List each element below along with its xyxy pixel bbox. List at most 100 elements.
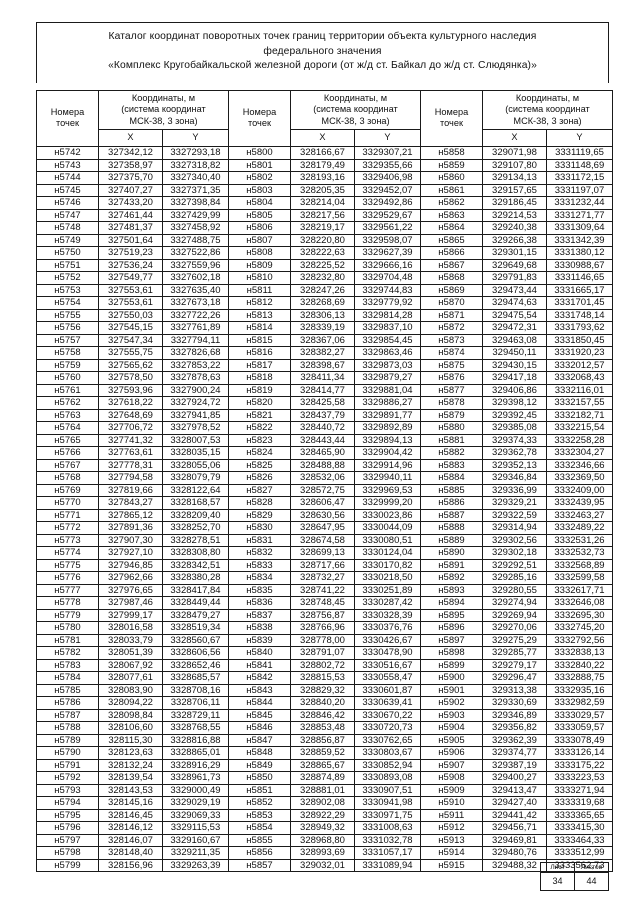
point-number: н5893 <box>420 583 483 597</box>
coordinate-x: 327962,66 <box>98 571 163 585</box>
coordinate-y: 3332646,08 <box>546 596 613 610</box>
header-coordinates-2: Координаты, м (система координат МСК-38,… <box>290 89 421 131</box>
table-row: н5795 328146,45 3329069,33 н5853 328922,29 33… <box>36 808 613 822</box>
coordinate-x: 328532,06 <box>290 471 355 485</box>
point-number: н5747 <box>36 208 99 222</box>
coordinate-y: 3328708,16 <box>162 683 229 697</box>
coordinate-y: 3332617,71 <box>546 583 613 597</box>
coordinate-x: 328205,35 <box>290 183 355 197</box>
point-number: н5863 <box>420 208 483 222</box>
coordinate-y: 3327340,40 <box>162 171 229 185</box>
coordinate-y: 3332838,13 <box>546 646 613 660</box>
table-row: н5775 327946,85 3328342,51 н5833 328717,66 33… <box>36 558 613 572</box>
point-number: н5835 <box>228 583 291 597</box>
point-number: н5749 <box>36 233 99 247</box>
coordinate-y: 3327924,72 <box>162 396 229 410</box>
coordinates-table: Номера точек Координаты, м (система коор… <box>36 89 613 872</box>
point-number: н5879 <box>420 408 483 422</box>
point-number: н5813 <box>228 308 291 322</box>
point-number: н5875 <box>420 358 483 372</box>
coordinate-x: 328606,47 <box>290 496 355 510</box>
coordinate-y: 3328308,80 <box>162 546 229 560</box>
coordinate-x: 329302,18 <box>482 546 547 560</box>
point-number: н5838 <box>228 621 291 635</box>
coordinate-x: 327501,64 <box>98 233 163 247</box>
point-number: н5783 <box>36 658 99 672</box>
coordinate-y: 3333464,33 <box>546 833 613 847</box>
point-number: н5901 <box>420 683 483 697</box>
table-row: н5790 328123,63 3328865,01 н5848 328859,52 33… <box>36 746 613 760</box>
coordinate-y: 3328519,34 <box>162 621 229 635</box>
coordinate-y: 3332369,50 <box>546 471 613 485</box>
table-row: н5789 328115,30 3328816,88 н5847 328856,87 33… <box>36 733 613 747</box>
coordinate-x: 329279,17 <box>482 658 547 672</box>
coordinate-x: 328791,07 <box>290 646 355 660</box>
coordinate-y: 3331172,15 <box>546 171 613 185</box>
point-number: н5765 <box>36 433 99 447</box>
table-row: н5751 327536,24 3327559,96 н5809 328225,52 33… <box>36 258 613 272</box>
point-number: н5820 <box>228 396 291 410</box>
coordinate-x: 328098,84 <box>98 708 163 722</box>
coordinate-x: 328778,00 <box>290 633 355 647</box>
coordinate-y: 3329211,35 <box>162 846 229 860</box>
coordinate-y: 3329940,11 <box>354 471 421 485</box>
coordinate-y: 3332531,26 <box>546 533 613 547</box>
point-number: н5882 <box>420 446 483 460</box>
coordinate-y: 3329744,83 <box>354 283 421 297</box>
point-number: н5793 <box>36 783 99 797</box>
coordinate-x: 328411,34 <box>290 371 355 385</box>
table-row: н5760 327578,50 3327878,63 н5818 328411,34 33… <box>36 371 613 385</box>
coordinate-x: 329413,47 <box>482 783 547 797</box>
coordinate-y: 3329115,53 <box>162 821 229 835</box>
point-number: н5913 <box>420 833 483 847</box>
coordinate-y: 3329999,20 <box>354 496 421 510</box>
coordinate-y: 3329529,67 <box>354 208 421 222</box>
point-number: н5773 <box>36 533 99 547</box>
coordinate-x: 328033,79 <box>98 633 163 647</box>
table-row: н5792 328139,54 3328961,73 н5850 328874,89 33… <box>36 771 613 785</box>
point-number: н5814 <box>228 321 291 335</box>
coordinate-x: 328051,39 <box>98 646 163 660</box>
header-y-2: Y <box>354 129 421 147</box>
coordinate-y: 3328479,27 <box>162 608 229 622</box>
table-row: н5780 328016,58 3328519,34 н5838 328766,96 33… <box>36 621 613 635</box>
point-number: н5748 <box>36 221 99 235</box>
coordinate-y: 3327522,86 <box>162 246 229 260</box>
coordinate-y: 3333029,57 <box>546 708 613 722</box>
coordinate-y: 3330170,82 <box>354 558 421 572</box>
coordinate-y: 3330080,51 <box>354 533 421 547</box>
coordinate-x: 328232,80 <box>290 271 355 285</box>
point-number: н5886 <box>420 496 483 510</box>
coordinate-x: 329469,81 <box>482 833 547 847</box>
coordinate-y: 3330893,08 <box>354 771 421 785</box>
header-point-numbers-2: Номера точек <box>228 89 291 148</box>
point-number: н5847 <box>228 733 291 747</box>
table-row: н5794 328145,16 3329029,19 н5852 328902,08 33… <box>36 796 613 810</box>
point-number: н5860 <box>420 171 483 185</box>
coordinate-x: 329214,53 <box>482 208 547 222</box>
coordinate-y: 3332409,00 <box>546 483 613 497</box>
coordinate-x: 327375,70 <box>98 171 163 185</box>
coordinate-x: 328840,20 <box>290 696 355 710</box>
coordinate-y: 3332935,16 <box>546 683 613 697</box>
coordinate-y: 3329837,10 <box>354 321 421 335</box>
coordinate-y: 3332532,73 <box>546 546 613 560</box>
coordinate-y: 3329914,96 <box>354 458 421 472</box>
table-row: н5749 327501,64 3327488,75 н5807 328220,80 33… <box>36 233 613 247</box>
coordinate-y: 3329779,92 <box>354 296 421 310</box>
coordinate-y: 3333365,65 <box>546 808 613 822</box>
coordinate-x: 327545,15 <box>98 321 163 335</box>
point-number: н5780 <box>36 621 99 635</box>
coordinate-y: 3328209,40 <box>162 508 229 522</box>
table-row: н5783 328067,92 3328652,46 н5841 328802,72 33… <box>36 658 613 672</box>
point-number: н5914 <box>420 846 483 860</box>
coordinate-x: 328077,61 <box>98 671 163 685</box>
coordinate-x: 328674,58 <box>290 533 355 547</box>
point-number: н5873 <box>420 333 483 347</box>
coordinate-y: 3328342,51 <box>162 558 229 572</box>
coordinate-y: 3329879,27 <box>354 371 421 385</box>
coordinate-x: 327907,30 <box>98 533 163 547</box>
coordinate-x: 328949,32 <box>290 821 355 835</box>
coordinate-y: 3327794,11 <box>162 333 229 347</box>
table-header-row-main: Номера точек Координаты, м (система коор… <box>36 89 613 148</box>
